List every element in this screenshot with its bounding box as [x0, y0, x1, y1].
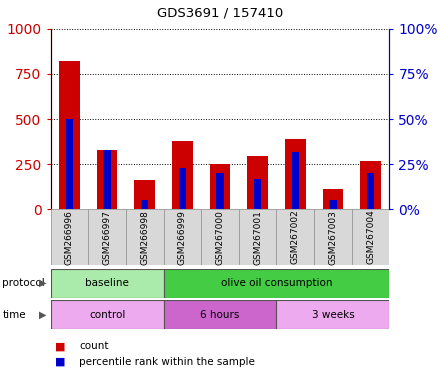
Bar [276, 209, 314, 265]
Text: count: count [79, 341, 109, 351]
Text: GSM266998: GSM266998 [140, 210, 149, 265]
Bar [201, 209, 239, 265]
Bar [164, 300, 276, 329]
Bar [254, 179, 261, 209]
Bar [164, 209, 201, 265]
Text: ▶: ▶ [39, 278, 46, 288]
Text: 3 weeks: 3 weeks [312, 310, 354, 320]
Text: ▶: ▶ [39, 310, 46, 320]
Bar [352, 209, 389, 265]
Text: GDS3691 / 157410: GDS3691 / 157410 [157, 7, 283, 20]
Text: 6 hours: 6 hours [200, 310, 240, 320]
Bar [367, 173, 374, 209]
Text: GSM267003: GSM267003 [328, 210, 337, 265]
Bar [172, 141, 193, 209]
Text: baseline: baseline [85, 278, 129, 288]
Bar [276, 300, 389, 329]
Bar [66, 119, 73, 209]
Bar [209, 164, 231, 209]
Bar [360, 161, 381, 209]
Bar [51, 269, 164, 298]
Bar [329, 200, 337, 209]
Text: ■: ■ [55, 357, 66, 367]
Bar [97, 150, 117, 209]
Bar [51, 209, 88, 265]
Bar [88, 209, 126, 265]
Text: GSM267004: GSM267004 [366, 210, 375, 265]
Bar [216, 173, 224, 209]
Bar [59, 61, 80, 209]
Bar [239, 209, 276, 265]
Bar [164, 269, 389, 298]
Bar [126, 209, 164, 265]
Text: GSM267002: GSM267002 [291, 210, 300, 265]
Text: percentile rank within the sample: percentile rank within the sample [79, 357, 255, 367]
Text: GSM267001: GSM267001 [253, 210, 262, 265]
Bar [134, 179, 155, 209]
Bar [51, 300, 164, 329]
Text: olive oil consumption: olive oil consumption [221, 278, 332, 288]
Bar [179, 168, 186, 209]
Text: GSM266997: GSM266997 [103, 210, 112, 265]
Bar [285, 139, 306, 209]
Text: GSM266999: GSM266999 [178, 210, 187, 265]
Text: ■: ■ [55, 341, 66, 351]
Text: GSM267000: GSM267000 [216, 210, 224, 265]
Text: GSM266996: GSM266996 [65, 210, 74, 265]
Bar [247, 156, 268, 209]
Bar [323, 189, 343, 209]
Text: control: control [89, 310, 125, 320]
Text: time: time [2, 310, 26, 320]
Bar [292, 152, 299, 209]
Text: protocol: protocol [2, 278, 45, 288]
Bar [141, 200, 148, 209]
Bar [314, 209, 352, 265]
Bar [103, 150, 111, 209]
